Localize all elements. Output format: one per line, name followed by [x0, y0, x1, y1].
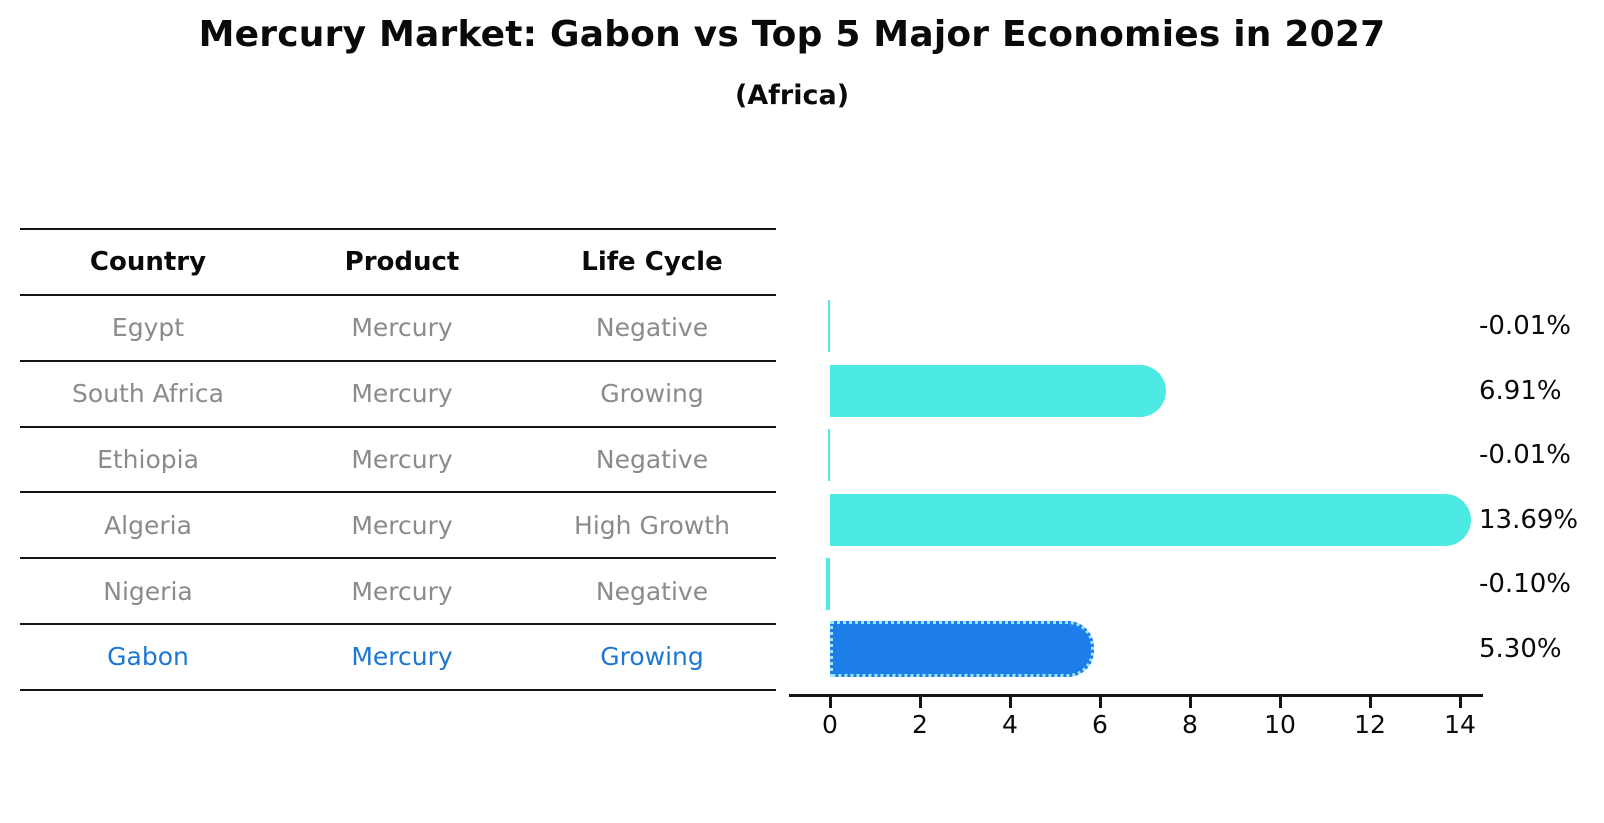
- x-axis-line: [789, 694, 1483, 697]
- header-cell-lifecycle: Life Cycle: [581, 247, 723, 277]
- x-tick-mark: [918, 697, 922, 708]
- bar-ethiopia: [828, 429, 830, 481]
- x-tick-mark: [1278, 697, 1282, 708]
- bar-south-africa: [830, 364, 1166, 417]
- product-cell: Mercury: [351, 313, 453, 343]
- value-label: -0.01%: [1479, 311, 1571, 341]
- value-label: 13.69%: [1479, 504, 1579, 535]
- chart-subtitle: (Africa): [734, 80, 850, 111]
- bar-nigeria: [825, 558, 830, 610]
- value-label: -0.10%: [1479, 569, 1571, 599]
- x-tick-mark: [828, 697, 832, 708]
- x-tick-mark: [1368, 697, 1372, 708]
- table-row-egypt: Egypt Mercury Negative: [20, 296, 776, 362]
- x-tick-mark: [1188, 697, 1192, 708]
- x-tick-label: 14: [1444, 710, 1476, 739]
- product-cell: Mercury: [351, 444, 453, 474]
- x-tick-label: 12: [1354, 710, 1386, 739]
- country-table: Country Product Life Cycle Egypt Mercury…: [20, 228, 776, 691]
- country-cell: Egypt: [111, 313, 185, 343]
- product-cell: Mercury: [351, 642, 453, 672]
- x-tick-label: 6: [1092, 710, 1108, 739]
- table-row-south-africa: South Africa Mercury Growing: [20, 362, 776, 428]
- value-label: 6.91%: [1479, 375, 1562, 406]
- lifecycle-cell: Growing: [600, 379, 704, 409]
- country-cell: South Africa: [72, 379, 224, 409]
- table-row-gabon: Gabon Mercury Growing: [20, 625, 776, 691]
- country-cell: Algeria: [104, 510, 192, 540]
- lifecycle-cell: Negative: [595, 576, 709, 606]
- header-cell-product: Product: [344, 247, 460, 277]
- x-tick-mark: [1098, 697, 1102, 708]
- value-label: -0.01%: [1479, 440, 1571, 470]
- product-cell: Mercury: [351, 379, 453, 409]
- x-tick-label: 0: [822, 710, 838, 739]
- value-label: 5.30%: [1479, 633, 1562, 664]
- bar-algeria: [830, 493, 1472, 546]
- lifecycle-cell: Growing: [600, 642, 704, 672]
- bar-egypt: [828, 300, 830, 352]
- table-row-ethiopia: Ethiopia Mercury Negative: [20, 428, 776, 494]
- x-tick-label: 4: [1002, 710, 1018, 739]
- chart-title: Mercury Market: Gabon vs Top 5 Major Eco…: [198, 14, 1386, 55]
- lifecycle-cell: High Growth: [574, 510, 730, 540]
- x-tick-mark: [1008, 697, 1012, 708]
- product-cell: Mercury: [351, 510, 453, 540]
- product-cell: Mercury: [351, 576, 453, 606]
- x-tick-label: 8: [1182, 710, 1198, 739]
- lifecycle-cell: Negative: [595, 444, 709, 474]
- x-tick-label: 10: [1264, 710, 1296, 739]
- header-cell-country: Country: [89, 247, 207, 277]
- country-cell: Ethiopia: [97, 444, 199, 474]
- table-row-algeria: Algeria Mercury High Growth: [20, 493, 776, 560]
- table-row-nigeria: Nigeria Mercury Negative: [20, 559, 776, 625]
- lifecycle-cell: Negative: [595, 313, 709, 343]
- table-header-row: Country Product Life Cycle: [20, 230, 776, 296]
- country-cell: Gabon: [107, 642, 189, 672]
- country-cell: Nigeria: [103, 576, 193, 606]
- bar-gabon: [830, 620, 1094, 677]
- x-tick-mark: [1458, 697, 1462, 708]
- x-tick-label: 2: [912, 710, 928, 739]
